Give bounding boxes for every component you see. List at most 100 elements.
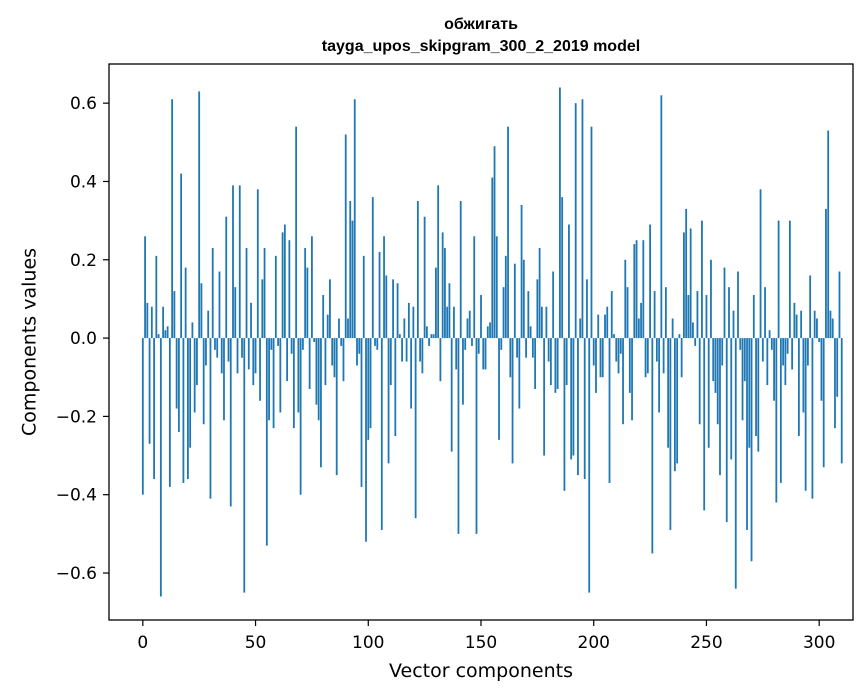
bar <box>687 295 690 339</box>
bar <box>608 338 611 483</box>
bar <box>292 338 295 429</box>
bar <box>721 338 724 366</box>
bar <box>265 338 268 546</box>
bar <box>480 295 482 339</box>
bar <box>782 338 785 366</box>
bar <box>827 130 830 339</box>
bar <box>622 338 624 425</box>
bar <box>795 314 798 339</box>
bar <box>491 177 494 339</box>
bar <box>290 338 293 354</box>
bar <box>322 295 325 339</box>
plot-frame <box>108 63 854 621</box>
bar <box>552 271 555 339</box>
bar <box>757 338 760 452</box>
bar <box>311 236 313 339</box>
bar <box>788 220 791 339</box>
bar <box>252 338 255 386</box>
bar <box>791 338 794 370</box>
bar <box>489 322 491 339</box>
bar <box>250 302 252 339</box>
bar <box>626 287 629 339</box>
bar <box>324 338 327 386</box>
bar <box>405 338 408 362</box>
bar <box>286 338 289 382</box>
bar <box>750 338 753 562</box>
x-tick-label: 250 <box>690 633 722 653</box>
bar <box>816 318 818 339</box>
bar <box>500 338 503 350</box>
bar <box>365 338 367 542</box>
bar <box>716 338 719 425</box>
bar <box>694 338 697 346</box>
bar <box>522 259 525 339</box>
bar <box>617 338 620 374</box>
bar <box>435 267 437 339</box>
bar <box>184 267 187 339</box>
bar <box>601 338 604 378</box>
bar <box>811 338 814 499</box>
bar <box>586 279 588 339</box>
bar <box>335 338 338 476</box>
bar <box>531 338 534 358</box>
bar <box>820 338 823 401</box>
bar <box>793 302 796 339</box>
bar <box>710 259 712 339</box>
bar <box>277 338 279 346</box>
bar <box>378 251 381 339</box>
bar <box>448 283 451 339</box>
bar <box>588 338 591 593</box>
bar <box>356 338 358 366</box>
y-tick-label: 0.2 <box>70 251 97 271</box>
bar <box>658 338 661 413</box>
bar <box>511 338 514 464</box>
bar <box>766 338 769 386</box>
y-tick-label: −0.2 <box>56 407 97 427</box>
chart-title-model: tayga_upos_skipgram_300_2_2019 model <box>322 38 640 55</box>
bar <box>225 216 228 339</box>
bar <box>157 334 160 339</box>
bar <box>243 338 246 593</box>
bar <box>279 338 282 413</box>
bar <box>446 306 449 339</box>
bar <box>692 322 694 339</box>
bar <box>752 295 755 339</box>
bar <box>572 338 575 456</box>
bar <box>482 338 485 370</box>
bar <box>374 338 376 346</box>
bar <box>635 240 638 339</box>
bar <box>838 271 841 339</box>
bar <box>371 197 374 339</box>
bar <box>520 204 523 339</box>
y-tick-label: −0.4 <box>56 486 97 506</box>
bar <box>457 338 460 534</box>
bar <box>748 338 751 448</box>
bar <box>202 338 205 425</box>
bar <box>261 279 264 339</box>
bar <box>486 326 489 339</box>
bar <box>468 310 471 339</box>
bar <box>770 338 773 350</box>
bar <box>394 338 397 436</box>
bar <box>818 338 821 342</box>
bar <box>141 338 144 495</box>
bar <box>701 220 703 339</box>
bar <box>207 310 210 339</box>
bar <box>644 338 647 378</box>
bar <box>211 248 214 339</box>
bar <box>353 99 356 339</box>
bar <box>509 338 512 378</box>
bar <box>809 275 812 339</box>
bar <box>441 232 444 339</box>
bar <box>450 338 453 452</box>
bar <box>660 95 663 339</box>
bar <box>565 338 568 386</box>
bar <box>764 287 766 339</box>
bar <box>351 220 354 339</box>
bar <box>398 334 401 339</box>
bar <box>155 255 158 339</box>
bar <box>673 338 676 472</box>
bar <box>804 338 807 491</box>
bar <box>667 338 670 448</box>
bar <box>606 306 609 339</box>
